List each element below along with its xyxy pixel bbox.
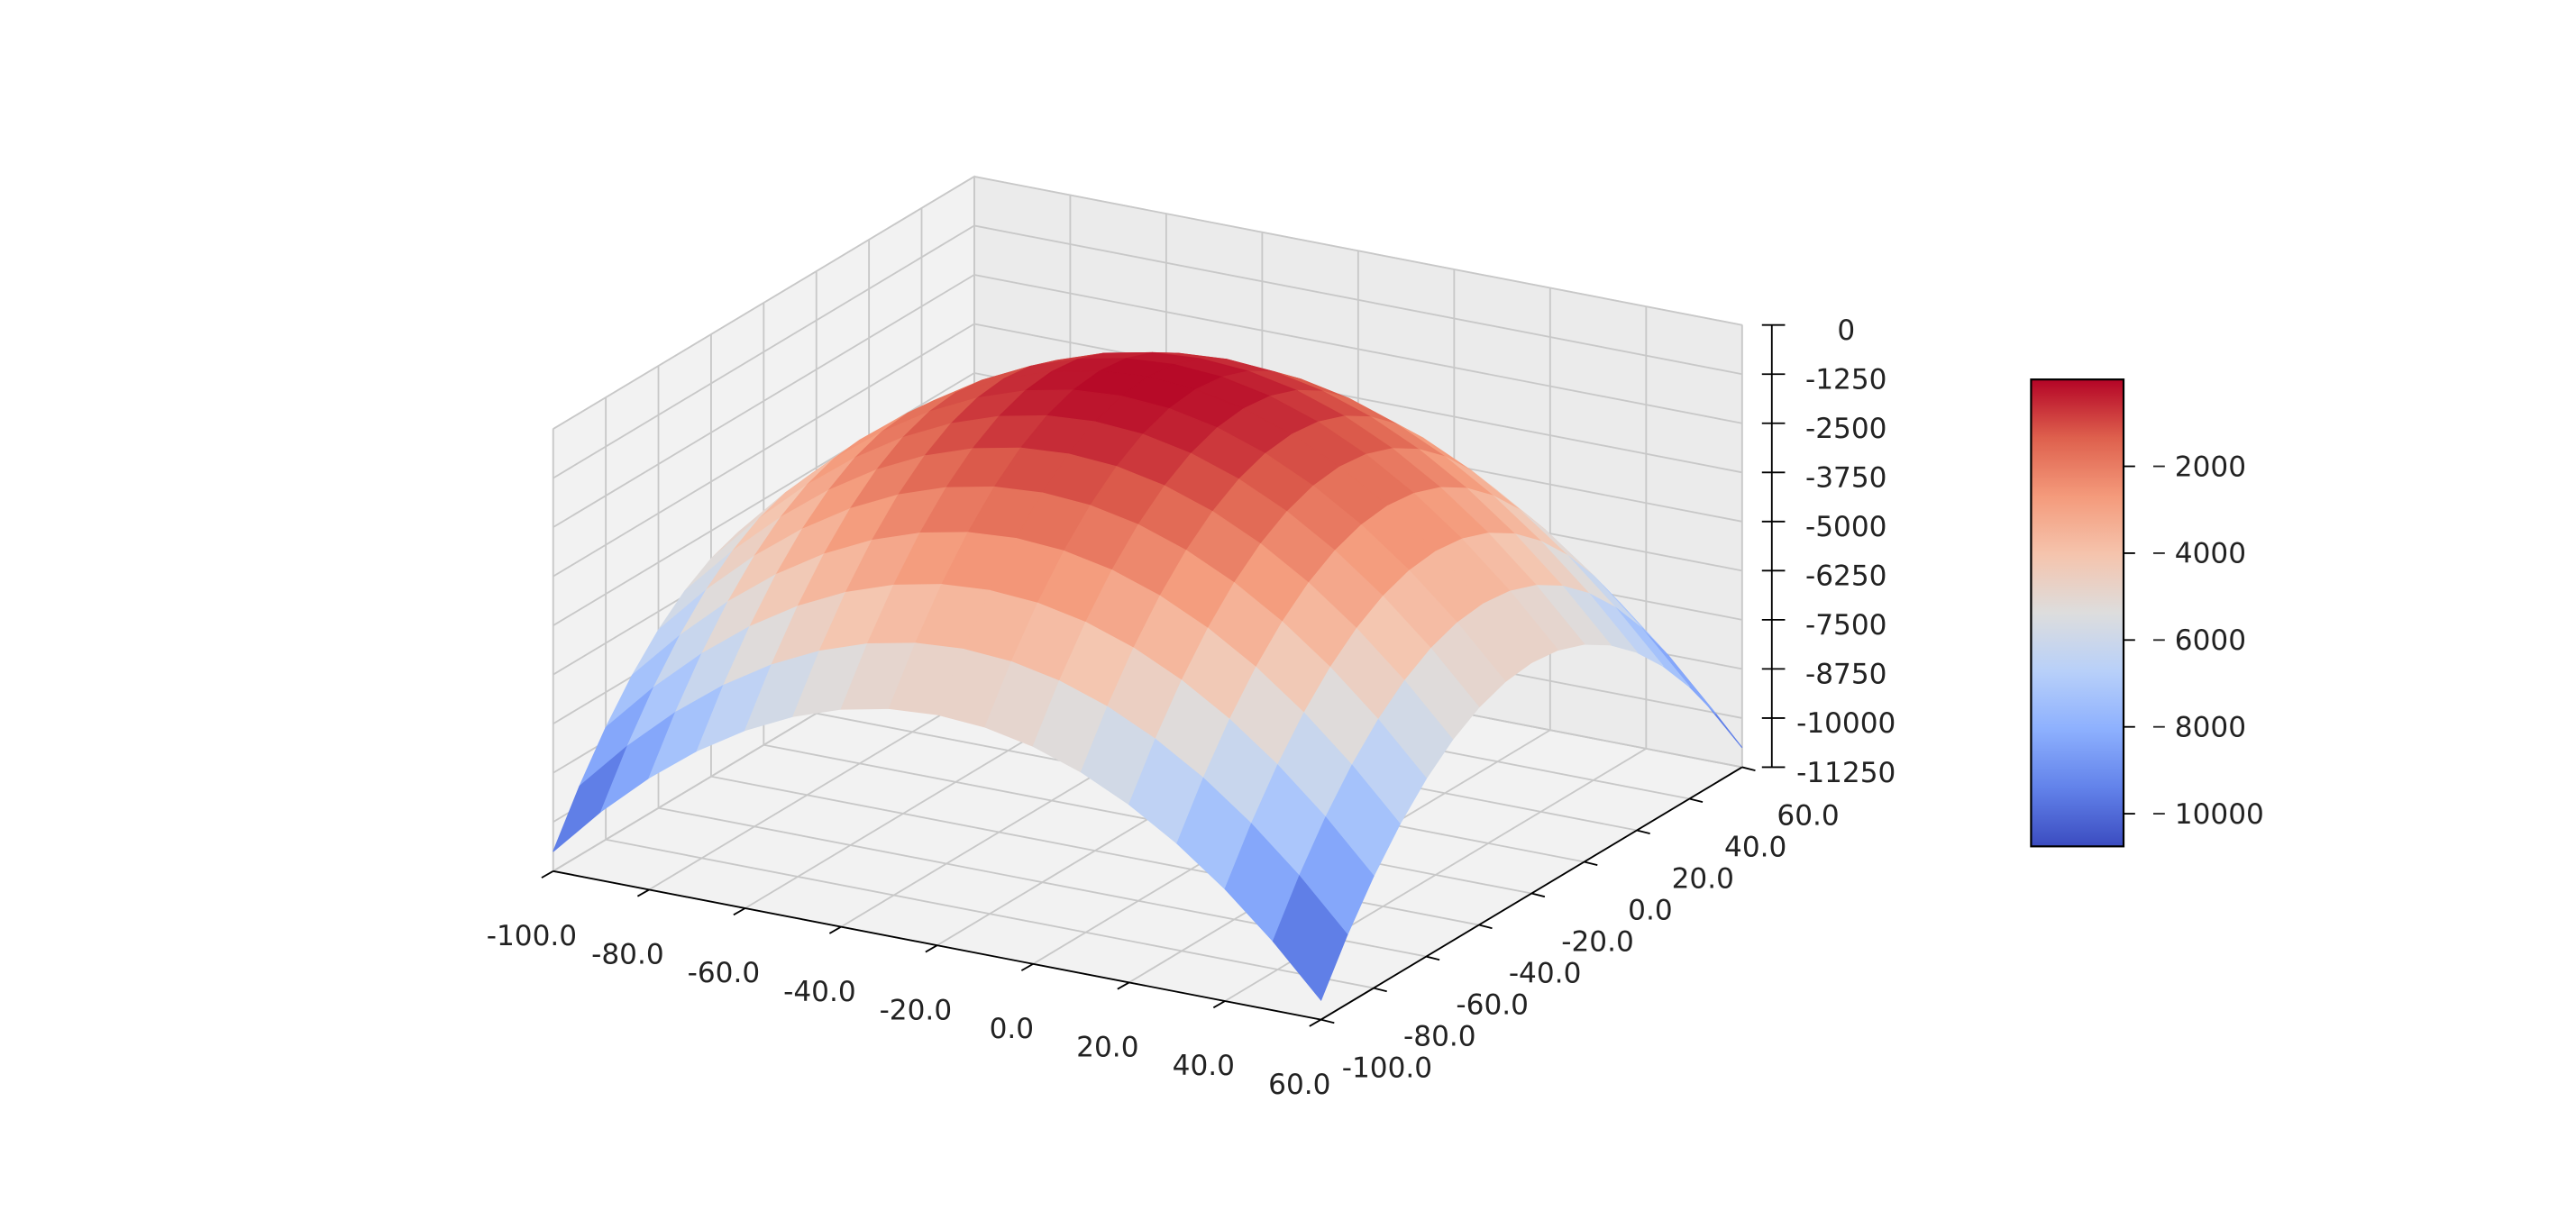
y-tick-label: -60.0 (1456, 988, 1529, 1021)
colorbar-tick-label: 4000 (2175, 538, 2246, 570)
x-tick-label: 20.0 (1076, 1032, 1138, 1064)
x-tick (925, 944, 938, 953)
y-tick (1531, 892, 1546, 898)
z-tick-label: -6250 (1805, 560, 1886, 593)
x-tick-label: 0.0 (990, 1013, 1035, 1045)
x-tick (1212, 1000, 1226, 1009)
z-tick-label: -10000 (1796, 707, 1895, 740)
z-tick-label: -2500 (1805, 413, 1886, 445)
y-tick-label: -40.0 (1509, 957, 1582, 989)
colorbar-tick-label: 6000 (2175, 624, 2246, 657)
grid-line (553, 323, 975, 578)
y-tick (1584, 860, 1598, 867)
y-tick (1689, 797, 1704, 804)
z-tick-label: -7500 (1805, 609, 1886, 642)
grid-line (973, 224, 1742, 376)
y-tick (1373, 987, 1387, 993)
surface-patch (1272, 875, 1348, 1001)
x-tick (828, 925, 842, 934)
grid-line (973, 323, 1742, 474)
grid-line (605, 838, 1375, 989)
z-tick-label: -1250 (1805, 364, 1886, 396)
y-tick-label: -100.0 (1342, 1052, 1432, 1085)
y-tick-label: -80.0 (1403, 1021, 1476, 1053)
z-tick-label: -11250 (1796, 757, 1895, 789)
colorbar (2030, 378, 2125, 848)
y-tick (1741, 766, 1756, 771)
x-tick (733, 907, 746, 916)
x-tick-label: -20.0 (880, 994, 953, 1026)
z-tick-label: -5000 (1805, 511, 1886, 543)
y-tick (1426, 955, 1440, 961)
z-tick-label: -8750 (1805, 659, 1886, 691)
y-tick-label: 20.0 (1672, 862, 1734, 895)
y-tick (1320, 1018, 1335, 1024)
grid-line (553, 224, 975, 479)
x-tick-label: -80.0 (591, 939, 664, 971)
y-tick-label: 40.0 (1724, 831, 1786, 863)
x-tick-label: 60.0 (1268, 1069, 1330, 1101)
x-axis-line (553, 870, 1321, 1021)
grid-line (553, 274, 975, 528)
x-tick (1309, 1018, 1322, 1027)
y-tick-label: 60.0 (1777, 799, 1839, 832)
grid-line (973, 176, 1742, 326)
y-tick (1478, 924, 1493, 930)
x-tick-label: -100.0 (487, 920, 577, 952)
surface (553, 351, 1743, 1001)
y-tick-label: -20.0 (1561, 925, 1634, 958)
x-tick-label: -60.0 (688, 957, 761, 989)
z-tick-label: -3750 (1805, 462, 1886, 495)
y-tick (1636, 829, 1650, 835)
x-tick (1020, 963, 1034, 971)
z-tick-label: 0 (1837, 314, 1855, 347)
colorbar-tick-label: 2000 (2175, 451, 2246, 483)
colorbar-tick-label: 8000 (2175, 712, 2246, 744)
grid-line (973, 274, 1742, 424)
x-tick-label: -40.0 (783, 976, 856, 1008)
x-tick-label: 40.0 (1173, 1050, 1235, 1082)
grid-line (553, 176, 975, 430)
x-tick (636, 888, 650, 897)
x-tick (541, 870, 554, 879)
x-tick (1117, 981, 1130, 990)
colorbar-tick-label: 10000 (2175, 798, 2264, 831)
y-tick-label: 0.0 (1628, 894, 1673, 926)
